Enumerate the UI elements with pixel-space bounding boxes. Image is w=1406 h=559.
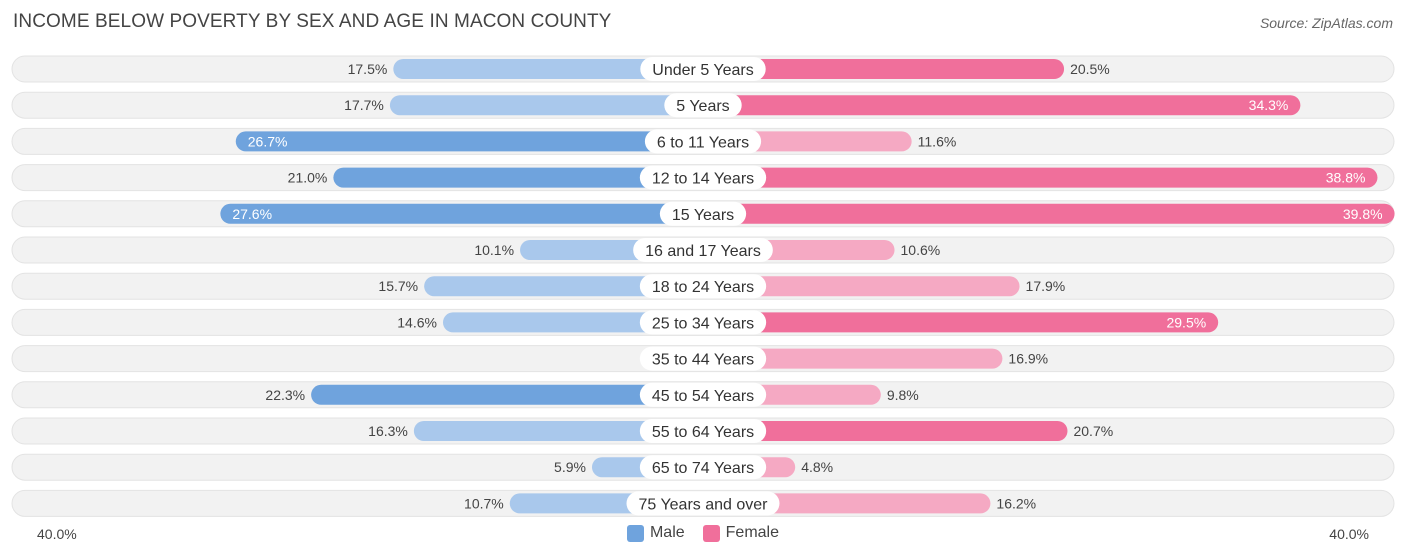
- bar-male: [424, 276, 703, 297]
- category-pill: [644, 129, 762, 154]
- value-label-female: 39.8%: [1343, 206, 1383, 222]
- legend-swatch-female: [702, 524, 720, 542]
- category-label: 16 and 17 Years: [645, 243, 761, 260]
- legend-item-male: Male: [626, 524, 685, 542]
- value-label-female: 9.8%: [887, 387, 919, 403]
- value-label-female: 17.9%: [1026, 278, 1066, 294]
- value-label-male: 27.6%: [232, 206, 272, 222]
- category-pill: [640, 57, 766, 81]
- value-label-male: 21.0%: [288, 170, 328, 186]
- category-label: 45 to 54 Years: [652, 388, 754, 405]
- category-label: 65 to 74 Years: [652, 460, 754, 477]
- category-label: 35 to 44 Years: [652, 352, 754, 369]
- value-label-female: 16.9%: [1008, 351, 1048, 367]
- category-label: Under 5 Years: [652, 62, 753, 79]
- bar-female: [703, 348, 1003, 369]
- bar-male: [389, 95, 703, 116]
- bar-female: [703, 167, 1378, 188]
- category-pill: [639, 346, 767, 371]
- bar-male: [311, 384, 703, 405]
- value-label-female: 10.6%: [901, 242, 941, 258]
- legend-label-male: Male: [649, 524, 685, 541]
- category-pill: [639, 165, 767, 190]
- bar-male: [393, 59, 703, 79]
- category-pill: [639, 274, 767, 299]
- category-label: 18 to 24 Years: [652, 279, 754, 296]
- value-label-female: 4.8%: [801, 459, 833, 475]
- value-label-female: 16.2%: [996, 495, 1036, 511]
- bar-female: [703, 421, 1068, 441]
- category-label: 55 to 64 Years: [652, 424, 754, 441]
- bar-female: [703, 95, 1301, 116]
- legend-label-female: Female: [725, 524, 780, 541]
- value-label-male: 15.7%: [378, 278, 418, 294]
- category-pill: [626, 491, 780, 516]
- bar-male: [413, 421, 703, 441]
- category-pill: [639, 382, 767, 407]
- value-label-male: 26.7%: [248, 133, 288, 149]
- legend-swatch-male: [626, 524, 644, 542]
- category-pill: [639, 455, 767, 480]
- axis-right-label: 40.0%: [1329, 526, 1369, 542]
- value-label-female: 20.7%: [1073, 423, 1113, 439]
- value-label-female: 34.3%: [1249, 97, 1289, 113]
- bar-male: [235, 131, 703, 152]
- value-label-male: 17.7%: [344, 97, 384, 113]
- value-label-female: 29.5%: [1166, 314, 1206, 330]
- category-pill: [659, 201, 747, 226]
- category-label: 75 Years and over: [639, 496, 769, 513]
- bar-male: [442, 312, 703, 333]
- axis-left-label: 40.0%: [37, 526, 77, 542]
- value-label-male: 5.9%: [554, 459, 586, 475]
- category-label: 5 Years: [676, 98, 729, 115]
- category-pill: [639, 310, 767, 335]
- chart-title: INCOME BELOW POVERTY BY SEX AND AGE IN M…: [13, 11, 612, 32]
- legend-item-female: Female: [702, 524, 780, 542]
- value-label-male: 14.6%: [397, 314, 437, 330]
- category-label: 15 Years: [672, 207, 734, 224]
- bar-male: [220, 203, 703, 224]
- value-label-female: 20.5%: [1070, 61, 1110, 77]
- bar-female: [703, 203, 1395, 224]
- value-label-male: 17.5%: [348, 61, 388, 77]
- category-pill: [639, 419, 767, 443]
- value-label-male: 16.3%: [368, 423, 408, 439]
- bar-female: [703, 59, 1065, 79]
- value-label-female: 38.8%: [1326, 170, 1366, 186]
- value-label-male: 10.1%: [474, 242, 514, 258]
- bar-female: [703, 312, 1219, 333]
- category-label: 6 to 11 Years: [657, 134, 749, 151]
- bar-male: [333, 167, 703, 188]
- value-label-female: 11.6%: [918, 133, 957, 149]
- value-label-male: 10.7%: [464, 495, 504, 511]
- source-note: Source: ZipAtlas.com: [1259, 15, 1393, 31]
- category-label: 25 to 34 Years: [652, 315, 754, 332]
- bar-female: [703, 276, 1020, 297]
- category-pill: [664, 93, 742, 118]
- category-pill: [633, 238, 773, 262]
- legend: Male Female: [0, 524, 1406, 542]
- category-label: 12 to 14 Years: [652, 171, 754, 188]
- value-label-male: 22.3%: [265, 387, 305, 403]
